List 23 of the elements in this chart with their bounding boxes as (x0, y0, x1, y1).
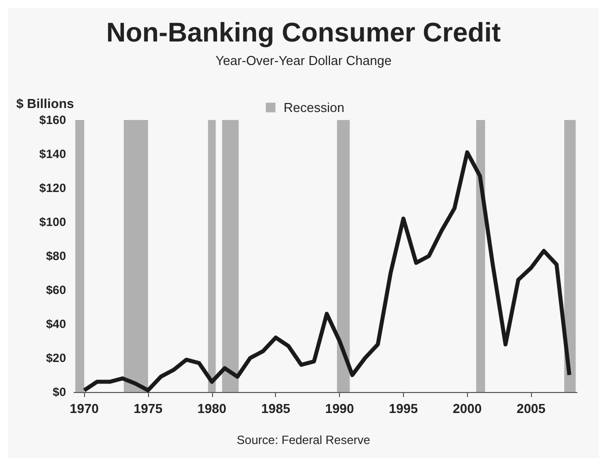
x-tick-label: 1980 (197, 401, 226, 416)
y-tick-label: $160 (39, 113, 66, 127)
y-tick-label: $140 (39, 147, 66, 161)
x-tick-label: 1975 (134, 401, 163, 416)
source-note: Source: Federal Reserve (236, 433, 371, 447)
y-axis-title: $ Billions (16, 96, 74, 111)
y-tick-label: $80 (46, 249, 66, 263)
chart-title: Non-Banking Consumer Credit (106, 18, 501, 48)
y-tick-label: $40 (46, 317, 66, 331)
line-series (82, 150, 572, 392)
x-tick-label: 1985 (261, 401, 290, 416)
x-tick-label: 2000 (452, 401, 482, 416)
y-tick-label: $20 (46, 351, 66, 365)
y-tick-label: $60 (46, 283, 66, 297)
y-tick-label: $100 (39, 215, 66, 229)
y-tick-label: $120 (39, 181, 66, 195)
chart-subtitle: Year-Over-Year Dollar Change (215, 53, 392, 68)
x-tick-label: 1970 (70, 401, 99, 416)
legend-label: Recession (284, 100, 344, 115)
x-tick-label: 1995 (388, 401, 418, 416)
y-tick-label: $0 (52, 385, 66, 399)
x-tick-label: 1990 (325, 401, 354, 416)
x-tick-label: 2005 (516, 401, 546, 416)
